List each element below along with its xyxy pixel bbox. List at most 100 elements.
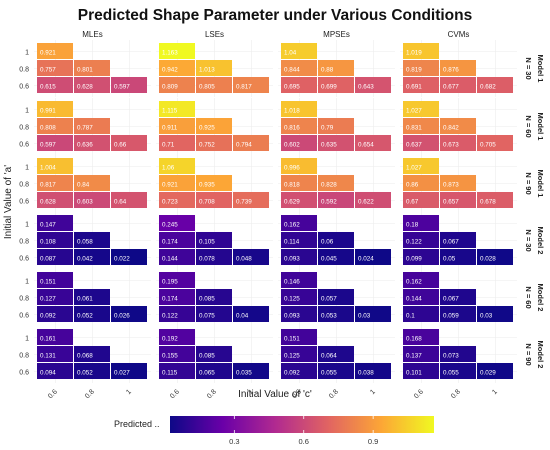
cell-value-label: 0.643 — [358, 84, 374, 91]
cell-value-label: 0.876 — [443, 67, 459, 74]
heatmap-cell — [74, 60, 110, 76]
y-tick-label: 1 — [25, 336, 29, 343]
facet-label-n: N = 30 — [524, 57, 533, 79]
heatmap-cell — [37, 101, 73, 117]
heatmap-cell — [281, 158, 317, 174]
cell-value-label: 0.991 — [40, 108, 56, 115]
cell-value-label: 0.622 — [358, 199, 374, 206]
cell-value-label: 0.03 — [358, 313, 371, 320]
heatmap-cell — [196, 232, 232, 248]
heatmap-cell — [37, 175, 73, 191]
heatmap-cell — [74, 175, 110, 191]
cell-value-label: 0.174 — [162, 296, 178, 303]
heatmap-cell — [403, 232, 439, 248]
heatmap-cell — [196, 306, 232, 322]
heatmap-cell — [477, 306, 513, 322]
heatmap-cell — [403, 175, 439, 191]
cell-value-label: 0.597 — [40, 142, 56, 149]
x-tick-label: 0.8 — [206, 388, 218, 400]
heatmap-cell — [196, 363, 232, 379]
heatmap-cell — [159, 215, 195, 231]
cell-value-label: 0.105 — [199, 239, 215, 246]
heatmap-cell — [318, 192, 354, 208]
y-tick-label: 0.6 — [19, 199, 29, 206]
heatmap-cell — [74, 77, 110, 93]
heatmap-cell — [37, 60, 73, 76]
heatmap-cell — [281, 249, 317, 265]
heatmap-cell — [159, 101, 195, 117]
cell-value-label: 0.705 — [480, 142, 496, 149]
cell-value-label: 0.67 — [406, 199, 419, 206]
heatmap-cell — [159, 77, 195, 93]
cell-value-label: 0.911 — [162, 125, 178, 132]
heatmap-cell — [318, 118, 354, 134]
heatmap-cell — [403, 346, 439, 362]
cell-value-label: 0.114 — [284, 239, 300, 246]
y-tick-label: 0.6 — [19, 370, 29, 377]
heatmap-cell — [74, 118, 110, 134]
cell-value-label: 0.028 — [480, 256, 496, 263]
cell-value-label: 0.71 — [162, 142, 175, 149]
cell-value-label: 0.042 — [77, 256, 93, 263]
heatmap-cell — [403, 101, 439, 117]
heatmap-cell — [159, 158, 195, 174]
cell-value-label: 0.678 — [480, 199, 496, 206]
heatmap-cell — [440, 135, 476, 151]
heatmap-cell — [281, 77, 317, 93]
heatmap-cell — [477, 249, 513, 265]
heatmap-cell — [37, 329, 73, 345]
cell-value-label: 0.723 — [162, 199, 178, 206]
heatmap-cell — [403, 158, 439, 174]
heatmap-cell — [37, 158, 73, 174]
heatmap-cell — [281, 215, 317, 231]
cell-value-label: 1.019 — [406, 50, 422, 57]
cell-value-label: 0.699 — [321, 84, 337, 91]
y-tick-label: 1 — [25, 108, 29, 115]
heatmap-cell — [37, 249, 73, 265]
cell-value-label: 0.087 — [40, 256, 56, 263]
cell-value-label: 0.602 — [284, 142, 300, 149]
heatmap-cell — [318, 363, 354, 379]
cell-value-label: 0.061 — [77, 296, 93, 303]
cell-value-label: 0.053 — [321, 313, 337, 320]
cell-value-label: 0.085 — [199, 353, 215, 360]
heatmap-cell — [403, 77, 439, 93]
heatmap-cell — [403, 306, 439, 322]
cell-value-label: 0.873 — [443, 182, 459, 189]
heatmap-cell — [196, 192, 232, 208]
cell-value-label: 0.094 — [40, 370, 56, 377]
heatmap-cell — [111, 363, 147, 379]
cell-value-label: 0.597 — [114, 84, 130, 91]
cell-value-label: 0.628 — [40, 199, 56, 206]
cell-value-label: 0.052 — [77, 313, 93, 320]
cell-value-label: 0.115 — [162, 370, 178, 377]
heatmap-cell — [318, 346, 354, 362]
y-axis-title: Initial Value of 'a' — [3, 165, 14, 239]
heatmap-cell — [111, 135, 147, 151]
heatmap-cell — [281, 175, 317, 191]
heatmap-cell — [440, 363, 476, 379]
cell-value-label: 0.828 — [321, 182, 337, 189]
facet-label-method: CVMs — [448, 30, 470, 39]
heatmap-cell — [233, 363, 269, 379]
cell-value-label: 0.628 — [77, 84, 93, 91]
cell-value-label: 0.592 — [321, 199, 337, 206]
heatmap-cell — [233, 77, 269, 93]
cell-value-label: 0.708 — [199, 199, 215, 206]
cell-value-label: 0.048 — [236, 256, 252, 263]
cell-value-label: 0.245 — [162, 222, 178, 229]
facet-label-model: Model 1 — [536, 113, 545, 141]
x-tick-label: 1 — [491, 388, 499, 396]
cell-value-label: 0.058 — [77, 239, 93, 246]
legend-tick-label: 0.9 — [368, 437, 378, 446]
heatmap-cell — [74, 249, 110, 265]
heatmap-cell — [440, 60, 476, 76]
heatmap-cell — [403, 272, 439, 288]
heatmap-cell — [318, 232, 354, 248]
cell-value-label: 1.018 — [284, 108, 300, 115]
heatmap-cell — [196, 249, 232, 265]
cell-value-label: 0.04 — [236, 313, 249, 320]
cell-value-label: 0.146 — [284, 279, 300, 286]
cell-value-label: 0.654 — [358, 142, 374, 149]
y-tick-label: 0.8 — [19, 67, 29, 74]
